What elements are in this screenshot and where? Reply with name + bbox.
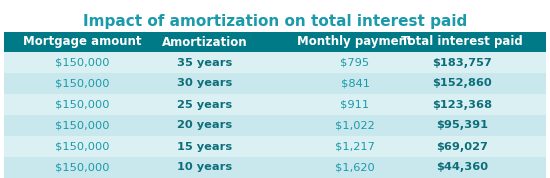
Bar [4,32,546,52]
Text: $795: $795 [340,57,370,67]
Text: $95,391: $95,391 [436,121,488,130]
Text: Monthly payment: Monthly payment [297,35,413,48]
Text: 35 years: 35 years [177,57,233,67]
Bar [4,136,546,157]
Text: $183,757: $183,757 [432,57,492,67]
Text: $911: $911 [340,100,370,109]
Text: Total interest paid: Total interest paid [401,35,523,48]
Bar [4,52,546,73]
Text: $841: $841 [340,78,370,88]
Text: $44,360: $44,360 [436,163,488,172]
Text: $150,000: $150,000 [55,100,109,109]
Text: 10 years: 10 years [178,163,233,172]
Bar [4,94,546,115]
Text: Impact of amortization on total interest paid: Impact of amortization on total interest… [83,14,467,29]
Bar [4,73,546,94]
Text: $150,000: $150,000 [55,121,109,130]
Text: Mortgage amount: Mortgage amount [23,35,141,48]
Text: 15 years: 15 years [178,142,233,151]
Text: $1,217: $1,217 [335,142,375,151]
Text: $123,368: $123,368 [432,100,492,109]
Text: $1,620: $1,620 [335,163,375,172]
Text: $150,000: $150,000 [55,142,109,151]
Text: 30 years: 30 years [177,78,233,88]
Text: $150,000: $150,000 [55,57,109,67]
Bar [4,115,546,136]
Text: 25 years: 25 years [178,100,233,109]
Text: $150,000: $150,000 [55,78,109,88]
Text: $152,860: $152,860 [432,78,492,88]
Text: $1,022: $1,022 [335,121,375,130]
Text: 20 years: 20 years [178,121,233,130]
Text: Amortization: Amortization [162,35,248,48]
Bar [4,157,546,178]
Text: $150,000: $150,000 [55,163,109,172]
Text: $69,027: $69,027 [436,142,488,151]
